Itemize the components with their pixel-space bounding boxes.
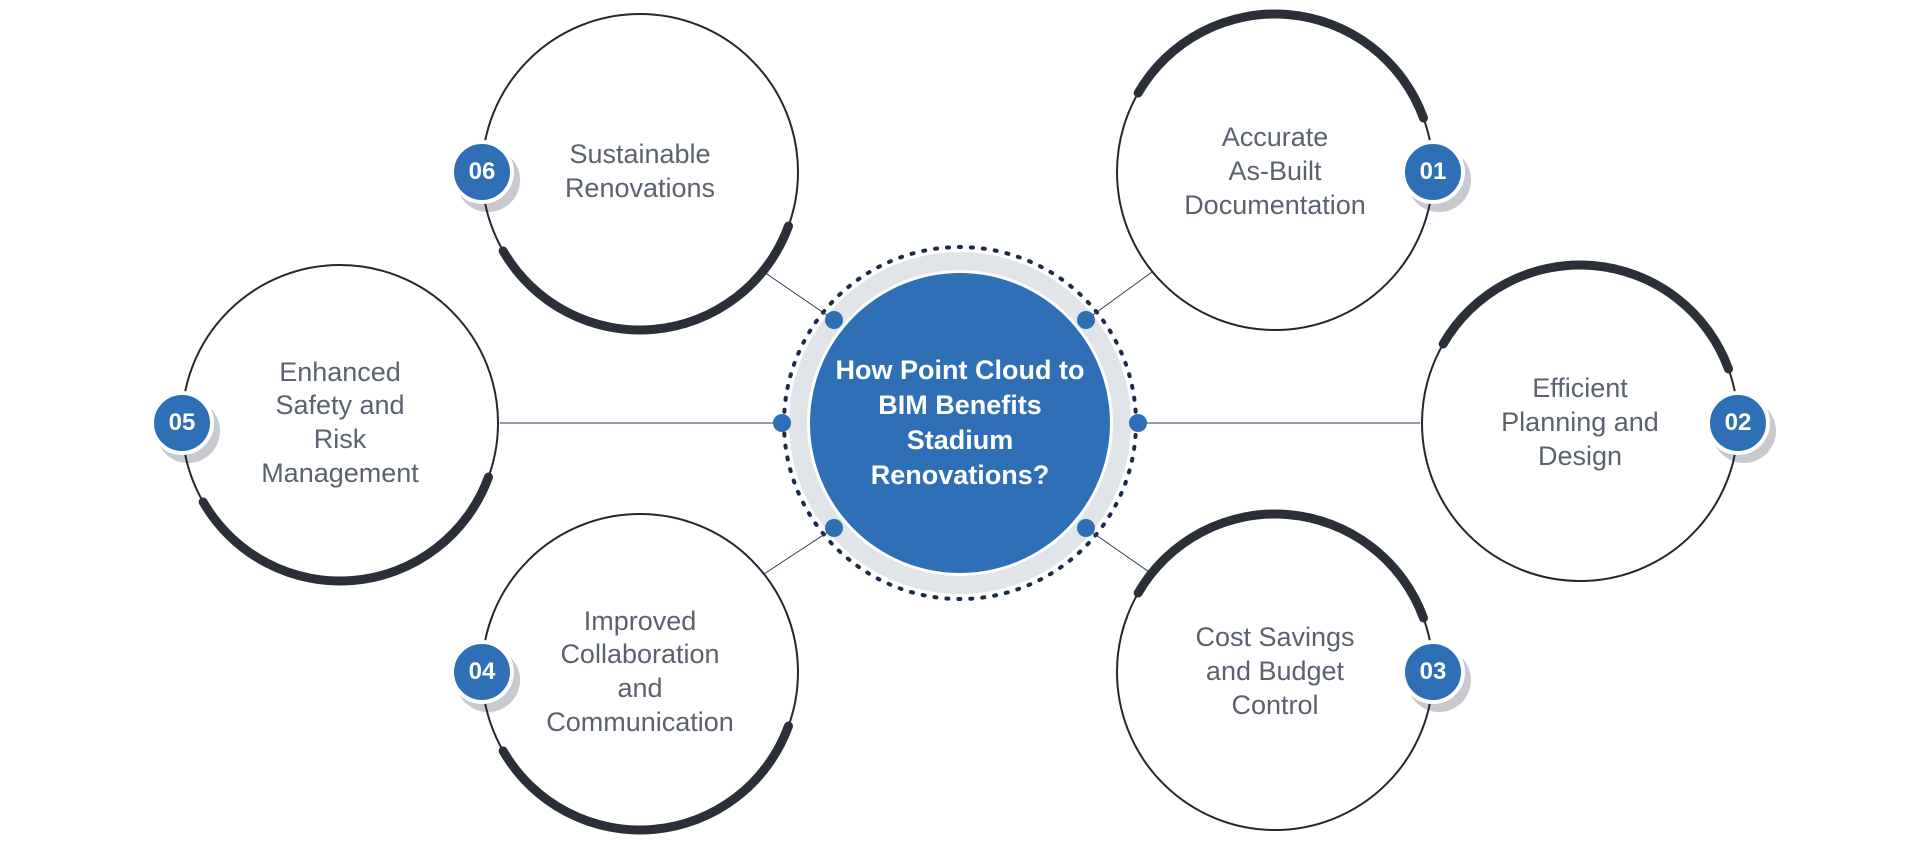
badge-number: 01 <box>1420 158 1447 186</box>
diagram-canvas: How Point Cloud to BIM Benefits Stadium … <box>0 0 1920 845</box>
benefit-node: Accurate As-Built Documentation <box>1117 14 1433 330</box>
benefit-label: Efficient Planning and Design <box>1471 342 1689 503</box>
benefit-node: Enhanced Safety and Risk Management <box>182 265 498 581</box>
benefit-label: Sustainable Renovations <box>535 108 745 236</box>
benefit-label: Improved Collaboration and Communication <box>516 575 764 770</box>
center-title: How Point Cloud to BIM Benefits Stadium … <box>810 333 1110 513</box>
number-badge: 03 <box>1401 640 1465 704</box>
number-badge: 06 <box>450 140 514 204</box>
benefit-node: Improved Collaboration and Communication <box>482 514 798 830</box>
badge-number: 02 <box>1725 409 1752 437</box>
number-badge: 01 <box>1401 140 1465 204</box>
badge-number: 06 <box>469 158 496 186</box>
benefit-label: Cost Savings and Budget Control <box>1165 591 1384 752</box>
center-circle: How Point Cloud to BIM Benefits Stadium … <box>810 273 1110 573</box>
number-badge: 04 <box>450 640 514 704</box>
number-badge: 05 <box>150 391 214 455</box>
badge-number: 05 <box>169 409 196 437</box>
badge-number: 03 <box>1420 658 1447 686</box>
benefit-label: Enhanced Safety and Risk Management <box>231 326 449 521</box>
benefit-node: Efficient Planning and Design <box>1422 265 1738 581</box>
benefit-node: Cost Savings and Budget Control <box>1117 514 1433 830</box>
number-badge: 02 <box>1706 391 1770 455</box>
benefit-node: Sustainable Renovations <box>482 14 798 330</box>
benefit-label: Accurate As-Built Documentation <box>1154 91 1396 252</box>
badge-number: 04 <box>469 658 496 686</box>
